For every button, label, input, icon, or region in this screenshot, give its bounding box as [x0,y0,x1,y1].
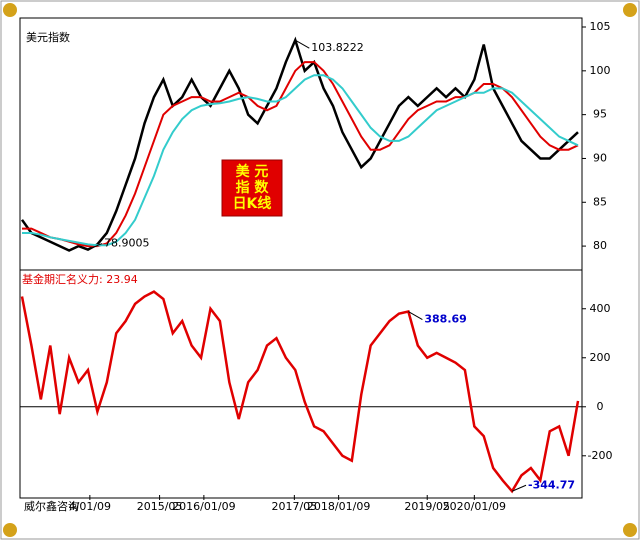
y-tick-label: 95 [593,108,607,121]
y-tick-label: 400 [590,302,611,315]
series-line [22,74,579,247]
annotation: 78.9005 [104,237,149,250]
x-tick-label: 2019/05 [404,500,450,513]
x-tick-label: 2020/01/09 [443,500,506,513]
x-tick-label: 2015/05 [137,500,183,513]
series-line [20,36,579,252]
y-tick-label: 105 [590,20,611,33]
badge-text: 日K线 [233,195,272,212]
x-tick-label: 2017/05 [271,500,317,513]
y-tick-label: 100 [590,64,611,77]
indicator-title: 基金期汇名义力: 23.94 [22,272,138,286]
annotation-arrow [511,484,527,492]
plot-box [19,17,583,499]
x-tick-label: 4/01/09 [69,500,111,513]
badge-text: 美 元 [236,163,269,180]
y-tick-label: 0 [597,400,604,413]
y-tick-label: 80 [593,239,607,252]
x-tick-label: 2018/01/09 [307,500,370,513]
badge-text: 指 数 [236,179,270,196]
annotation: 388.69 [424,313,466,326]
series-line [22,61,579,248]
y-tick-label: 85 [593,195,607,208]
annotation: -344.77 [528,478,575,491]
footer: 威尔鑫咨询 [24,499,79,513]
y-tick-label: 200 [590,351,611,364]
annotation: 103.8222 [311,41,364,54]
corner-ornaments [3,3,637,537]
annotation-arrow [295,39,310,49]
annotation-arrow [87,243,103,251]
series-line [20,290,580,494]
price-title: 美元指数 [26,30,70,44]
x-tick-label: 2016/01/09 [172,500,235,513]
annotation-arrow [408,311,423,320]
y-tick-label: 90 [593,151,607,164]
badge [221,159,283,217]
y-tick-label: -200 [588,449,613,462]
